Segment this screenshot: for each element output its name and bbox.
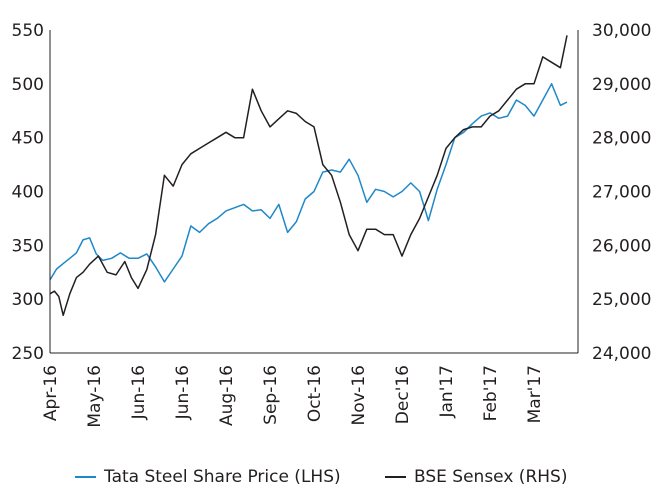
y-right-tick-label: 28,000 xyxy=(592,129,651,149)
y-left-tick-label: 550 xyxy=(12,21,44,41)
x-tick-label: Feb'17 xyxy=(481,365,501,421)
x-tick-label: May-16 xyxy=(85,365,105,428)
y-right-tick-label: 25,000 xyxy=(592,290,651,310)
x-tick-label: Oct-16 xyxy=(305,365,325,422)
y-right-tick-label: 24,000 xyxy=(592,344,651,364)
y-right-tick-label: 26,000 xyxy=(592,236,651,256)
axes xyxy=(49,30,579,354)
series-line-bse-sensex xyxy=(49,35,568,317)
x-tick-label: Nov-16 xyxy=(349,365,369,426)
x-axis: Apr-16 May-16 Jun-16 Jun-16 Aug-16 Sep-16 Oct-… xyxy=(41,365,545,428)
x-tick-label: Jan'17 xyxy=(437,365,457,419)
y-left-tick-label: 450 xyxy=(12,129,44,149)
x-tick-label: Mar'17 xyxy=(525,365,545,423)
y-left-tick-label: 400 xyxy=(12,183,44,203)
y-right-tick-label: 27,000 xyxy=(592,183,651,203)
x-tick-label: Apr-16 xyxy=(41,365,61,421)
legend: Tata Steel Share Price (LHS) BSE Sensex … xyxy=(75,467,567,487)
y-left-tick-label: 300 xyxy=(12,290,44,310)
series-line-tata-steel xyxy=(49,83,568,283)
y-right-tick-label: 30,000 xyxy=(592,21,651,41)
x-tick-label: Jun-16 xyxy=(173,365,193,420)
y-axis-right: 24,000 25,000 26,000 27,000 28,000 29,000 30,0… xyxy=(592,21,651,364)
y-left-tick-label: 250 xyxy=(12,344,44,364)
x-tick-label: Dec'16 xyxy=(393,365,413,424)
y-left-tick-label: 350 xyxy=(12,236,44,256)
legend-label-tata: Tata Steel Share Price (LHS) xyxy=(103,467,341,487)
x-tick-label: Aug-16 xyxy=(217,365,237,426)
y-right-tick-label: 29,000 xyxy=(592,75,651,95)
y-axis-left: 250 300 350 400 450 500 550 xyxy=(12,21,44,364)
legend-label-sensex: BSE Sensex (RHS) xyxy=(414,467,567,487)
x-tick-label: Sep-16 xyxy=(261,365,281,425)
x-tick-label: Jun-16 xyxy=(129,365,149,420)
series-lines xyxy=(49,35,568,317)
y-left-tick-label: 500 xyxy=(12,75,44,95)
